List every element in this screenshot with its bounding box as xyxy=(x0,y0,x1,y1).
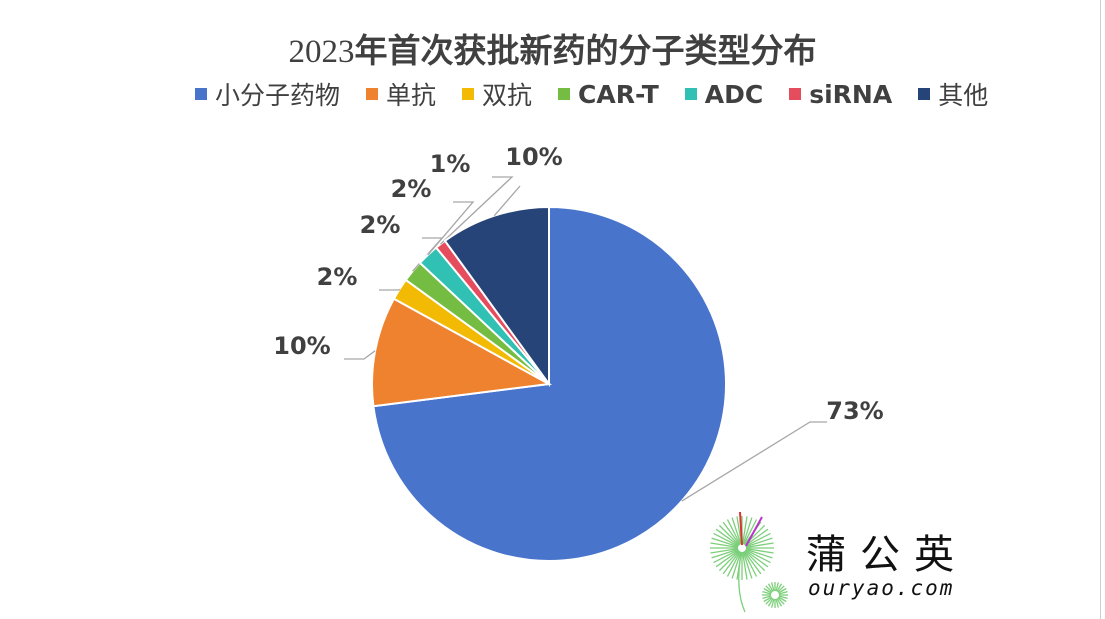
legend-swatch xyxy=(558,88,571,100)
leader-line xyxy=(344,350,376,360)
data-label: 2% xyxy=(391,175,432,203)
title-text: 年首次获批新药的分子类型分布 xyxy=(354,31,817,70)
leader-line xyxy=(440,176,514,245)
watermark-url: ouryao.com xyxy=(808,576,955,600)
data-label: 10% xyxy=(505,143,562,171)
legend-item: 其他 xyxy=(918,76,988,112)
pie-slice xyxy=(443,205,550,388)
legend-swatch xyxy=(918,88,931,100)
legend-item: siRNA xyxy=(789,76,892,112)
chart-title: 2023年首次获批新药的分子类型分布 xyxy=(0,24,1105,72)
legend-item: 小分子药物 xyxy=(195,76,340,112)
legend-item: 双抗 xyxy=(462,76,532,112)
legend-label: 单抗 xyxy=(386,81,437,110)
legend-swatch xyxy=(366,88,379,100)
legend-label: 双抗 xyxy=(482,81,533,110)
legend-item: ADC xyxy=(684,76,764,112)
legend-label: siRNA xyxy=(809,79,893,109)
data-label: 2% xyxy=(360,211,401,239)
pie-slice xyxy=(371,297,553,408)
watermark-name: 蒲公英 xyxy=(806,532,968,578)
legend-label: 其他 xyxy=(938,81,989,110)
leader-line xyxy=(427,201,475,256)
data-label: 73% xyxy=(826,397,883,425)
leader-line xyxy=(493,185,521,217)
data-label: 1% xyxy=(430,150,471,178)
legend-swatch xyxy=(684,88,697,100)
frame-border xyxy=(1100,0,1101,619)
legend-label: ADC xyxy=(704,79,764,109)
legend: 小分子药物 单抗 双抗 CAR-T ADC siRNA 其他 xyxy=(195,76,988,112)
legend-label: CAR-T xyxy=(578,79,659,109)
legend-item: 单抗 xyxy=(366,76,436,112)
legend-swatch xyxy=(195,88,207,100)
legend-swatch xyxy=(789,88,802,100)
legend-item: CAR-T xyxy=(558,76,659,112)
leader-line xyxy=(681,421,827,502)
legend-label: 小分子药物 xyxy=(215,81,341,110)
title-year: 2023 xyxy=(288,34,355,70)
legend-swatch xyxy=(462,88,475,100)
data-label: 10% xyxy=(273,332,330,360)
data-label: 2% xyxy=(317,263,358,291)
leader-line xyxy=(379,288,401,291)
